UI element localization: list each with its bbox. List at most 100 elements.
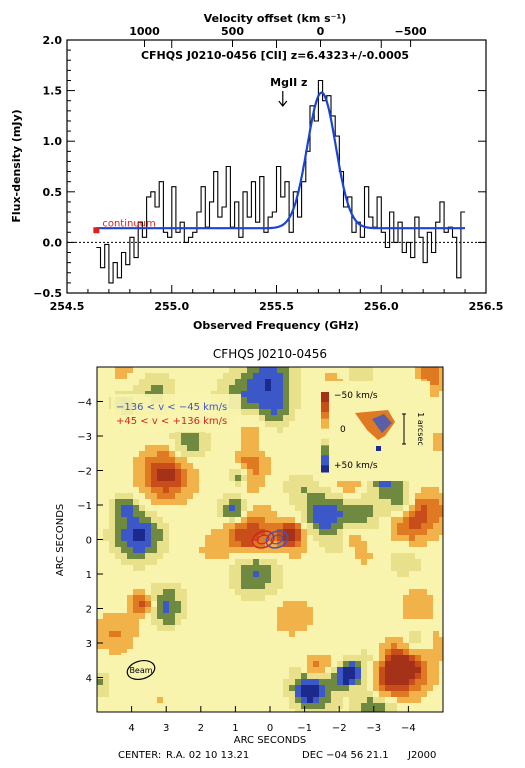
- heatmap-cell: [289, 577, 296, 584]
- heatmap-cell: [421, 535, 428, 542]
- heatmap-cell: [187, 505, 194, 512]
- heatmap-cell: [235, 379, 242, 386]
- heatmap-cell: [313, 673, 320, 680]
- heatmap-cell: [283, 433, 290, 440]
- heatmap-cell: [115, 439, 122, 446]
- heatmap-cell: [151, 631, 158, 638]
- heatmap-cell: [325, 637, 332, 644]
- heatmap-cell: [235, 547, 242, 554]
- heatmap-cell: [325, 487, 332, 494]
- heatmap-cell: [325, 649, 332, 656]
- heatmap-cell: [193, 607, 200, 614]
- heatmap-cell: [223, 571, 230, 578]
- heatmap-cell: [265, 649, 272, 656]
- heatmap-cell: [253, 511, 260, 518]
- heatmap-cell: [235, 535, 242, 542]
- heatmap-cell: [367, 553, 374, 560]
- heatmap-cell: [319, 703, 326, 710]
- heatmap-cell: [169, 367, 176, 374]
- heatmap-cell: [349, 373, 356, 380]
- heatmap-cell: [241, 595, 248, 602]
- heatmap-cell: [223, 595, 230, 602]
- heatmap-cell: [211, 571, 218, 578]
- heatmap-cell: [175, 619, 182, 626]
- heatmap-cell: [163, 511, 170, 518]
- heatmap-cell: [145, 469, 152, 476]
- heatmap-cell: [205, 571, 212, 578]
- heatmap-cell: [385, 541, 392, 548]
- heatmap-cell: [283, 379, 290, 386]
- heatmap-cell: [97, 667, 104, 674]
- heatmap-cell: [373, 685, 380, 692]
- heatmap-cell: [331, 553, 338, 560]
- heatmap-cell: [397, 649, 404, 656]
- heatmap-cell: [139, 565, 146, 572]
- heatmap-cell: [277, 589, 284, 596]
- heatmap-cell: [103, 577, 110, 584]
- heatmap-cell: [181, 463, 188, 470]
- heatmap-cell: [295, 463, 302, 470]
- heatmap-cell: [313, 517, 320, 524]
- heatmap-cell: [253, 661, 260, 668]
- heatmap-cell: [415, 661, 422, 668]
- heatmap-cell: [427, 523, 434, 530]
- heatmap-cell: [277, 559, 284, 566]
- heatmap-cell: [157, 385, 164, 392]
- heatmap-cell: [169, 691, 176, 698]
- heatmap-cell: [307, 541, 314, 548]
- heatmap-cell: [235, 697, 242, 704]
- heatmap-cell: [439, 409, 443, 416]
- heatmap-cell: [157, 577, 164, 584]
- heatmap-cell: [181, 547, 188, 554]
- heatmap-cell: [217, 367, 224, 374]
- heatmap-cell: [361, 505, 368, 512]
- heatmap-cell: [259, 415, 266, 422]
- heatmap-cell: [187, 535, 194, 542]
- heatmap-cell: [241, 421, 248, 428]
- heatmap-cell: [343, 679, 350, 686]
- heatmap-cell: [403, 661, 410, 668]
- heatmap-cell: [301, 427, 308, 434]
- heatmap-cell: [103, 415, 110, 422]
- heatmap-cell: [391, 661, 398, 668]
- heatmap-cell: [103, 559, 110, 566]
- heatmap-cell: [277, 583, 284, 590]
- map-contours: [251, 530, 289, 549]
- heatmap-cell: [163, 385, 170, 392]
- heatmap-cell: [421, 493, 428, 500]
- heatmap-cell: [337, 649, 344, 656]
- heatmap-cell: [415, 487, 422, 494]
- heatmap-cell: [181, 643, 188, 650]
- heatmap-cell: [421, 703, 428, 710]
- heatmap-cell: [391, 373, 398, 380]
- heatmap-cell: [109, 637, 116, 644]
- heatmap-cell: [265, 511, 272, 518]
- heatmap-cell: [163, 493, 170, 500]
- heatmap-cell: [283, 439, 290, 446]
- heatmap-cell: [289, 499, 296, 506]
- heatmap-cell: [367, 505, 374, 512]
- heatmap-cell: [199, 577, 206, 584]
- heatmap-cell: [241, 511, 248, 518]
- heatmap-cell: [313, 553, 320, 560]
- heatmap-cell: [187, 373, 194, 380]
- heatmap-cell: [427, 685, 434, 692]
- heatmap-cell: [97, 493, 104, 500]
- heatmap-cell: [271, 667, 278, 674]
- heatmap-cell: [439, 541, 443, 548]
- heatmap-cell: [253, 601, 260, 608]
- heatmap-cell: [295, 415, 302, 422]
- heatmap-cell: [103, 631, 110, 638]
- heatmap-cell: [283, 661, 290, 668]
- heatmap-cell: [145, 517, 152, 524]
- heatmap-cell: [379, 487, 386, 494]
- colorbar-segment: [321, 422, 329, 426]
- heatmap-cell: [373, 637, 380, 644]
- heatmap-cell: [97, 529, 104, 536]
- heatmap-cell: [187, 619, 194, 626]
- heatmap-cell: [247, 619, 254, 626]
- heatmap-cell: [157, 475, 164, 482]
- heatmap-cell: [151, 589, 158, 596]
- heatmap-cell: [241, 541, 248, 548]
- heatmap-cell: [175, 655, 182, 662]
